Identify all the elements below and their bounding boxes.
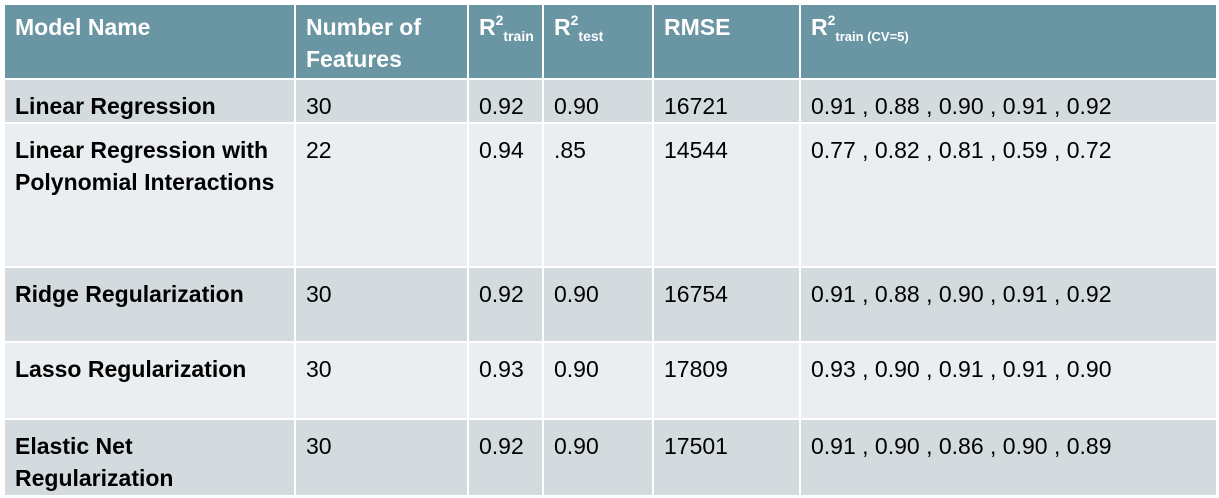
r2-train-base: R — [479, 14, 496, 40]
cell-model: Lasso Regularization — [3, 341, 296, 420]
cell-cv: 0.91 , 0.88 , 0.90 , 0.91 , 0.92 — [799, 78, 1218, 124]
table-row: Ridge Regularization 30 0.92 0.90 16754 … — [3, 266, 1218, 343]
cell-features: 30 — [294, 78, 469, 124]
cell-r2-train: 0.92 — [467, 78, 544, 124]
cell-r2-train: 0.92 — [467, 418, 544, 497]
table-row: Lasso Regularization 30 0.93 0.90 17809 … — [3, 341, 1218, 420]
cell-r2-test: 0.90 — [542, 78, 654, 124]
header-r2-cv: R2train (CV=5) — [799, 3, 1218, 80]
cell-rmse: 17501 — [652, 418, 801, 497]
cell-model: Elastic Net Regularization — [3, 418, 296, 497]
cell-features: 30 — [294, 418, 469, 497]
cell-r2-train: 0.93 — [467, 341, 544, 420]
cell-rmse: 17809 — [652, 341, 801, 420]
cell-r2-test: 0.90 — [542, 341, 654, 420]
r2-test-sub: test — [578, 28, 604, 44]
cell-features: 30 — [294, 266, 469, 343]
header-r2-train: R2train — [467, 3, 544, 80]
r2-cv-sup: 2 — [827, 12, 836, 28]
cell-r2-train: 0.92 — [467, 266, 544, 343]
model-results-table: Model Name Number of Features R2train R2… — [3, 3, 1218, 497]
header-r2-test: R2test — [542, 3, 654, 80]
table-row: Linear Regression with Polynomial Intera… — [3, 122, 1218, 268]
header-rmse: RMSE — [652, 3, 801, 80]
header-model-name: Model Name — [3, 3, 296, 80]
cell-cv: 0.77 , 0.82 , 0.81 , 0.59 , 0.72 — [799, 122, 1218, 268]
cell-r2-test: .85 — [542, 122, 654, 268]
r2-cv-base: R — [811, 14, 828, 40]
cell-features: 30 — [294, 341, 469, 420]
cell-r2-train: 0.94 — [467, 122, 544, 268]
r2-test-sup: 2 — [570, 12, 579, 28]
cell-cv: 0.93 , 0.90 , 0.91 , 0.91 , 0.90 — [799, 341, 1218, 420]
cell-cv: 0.91 , 0.88 , 0.90 , 0.91 , 0.92 — [799, 266, 1218, 343]
header-number-of-features: Number of Features — [294, 3, 469, 80]
r2-train-sub: train — [503, 28, 534, 44]
table-row: Linear Regression 30 0.92 0.90 16721 0.9… — [3, 78, 1218, 124]
table-header-row: Model Name Number of Features R2train R2… — [3, 3, 1218, 80]
cell-r2-test: 0.90 — [542, 418, 654, 497]
r2-test-base: R — [554, 14, 571, 40]
cell-features: 22 — [294, 122, 469, 268]
cell-r2-test: 0.90 — [542, 266, 654, 343]
cell-rmse: 16721 — [652, 78, 801, 124]
r2-cv-sub: train (CV=5) — [835, 29, 909, 44]
cell-model: Linear Regression with Polynomial Intera… — [3, 122, 296, 268]
cell-rmse: 14544 — [652, 122, 801, 268]
cell-model: Linear Regression — [3, 78, 296, 124]
table-row: Elastic Net Regularization 30 0.92 0.90 … — [3, 418, 1218, 497]
results-table-container: Model Name Number of Features R2train R2… — [3, 3, 1218, 497]
cell-rmse: 16754 — [652, 266, 801, 343]
cell-cv: 0.91 , 0.90 , 0.86 , 0.90 , 0.89 — [799, 418, 1218, 497]
r2-train-sup: 2 — [495, 12, 504, 28]
cell-model: Ridge Regularization — [3, 266, 296, 343]
